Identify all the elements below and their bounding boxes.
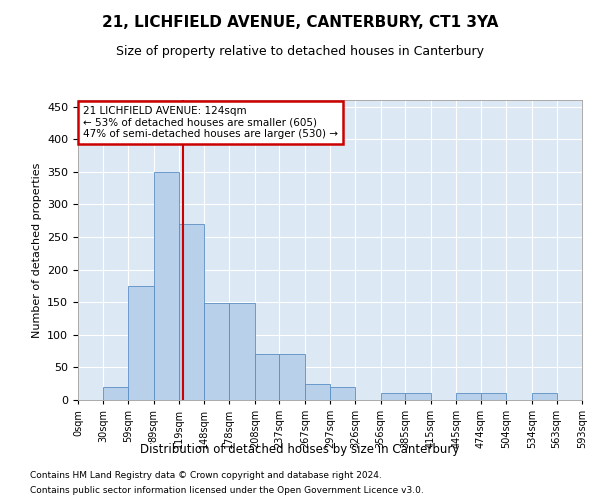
Y-axis label: Number of detached properties: Number of detached properties xyxy=(32,162,41,338)
Bar xyxy=(154,172,179,400)
Bar xyxy=(380,394,405,400)
Text: Distribution of detached houses by size in Canterbury: Distribution of detached houses by size … xyxy=(140,442,460,456)
Bar xyxy=(532,394,557,400)
Text: Contains public sector information licensed under the Open Government Licence v3: Contains public sector information licen… xyxy=(30,486,424,495)
Bar xyxy=(204,304,229,400)
Bar xyxy=(456,394,481,400)
Bar xyxy=(405,394,431,400)
Bar xyxy=(305,384,331,400)
Text: Contains HM Land Registry data © Crown copyright and database right 2024.: Contains HM Land Registry data © Crown c… xyxy=(30,471,382,480)
Bar xyxy=(229,304,255,400)
Text: 21, LICHFIELD AVENUE, CANTERBURY, CT1 3YA: 21, LICHFIELD AVENUE, CANTERBURY, CT1 3Y… xyxy=(102,15,498,30)
Bar xyxy=(331,387,355,400)
Text: 21 LICHFIELD AVENUE: 124sqm
← 53% of detached houses are smaller (605)
47% of se: 21 LICHFIELD AVENUE: 124sqm ← 53% of det… xyxy=(83,106,338,139)
Text: Size of property relative to detached houses in Canterbury: Size of property relative to detached ho… xyxy=(116,45,484,58)
Bar xyxy=(128,286,154,400)
Bar xyxy=(255,354,280,400)
Bar xyxy=(481,394,506,400)
Bar xyxy=(179,224,204,400)
Bar xyxy=(103,387,128,400)
Bar xyxy=(280,354,305,400)
